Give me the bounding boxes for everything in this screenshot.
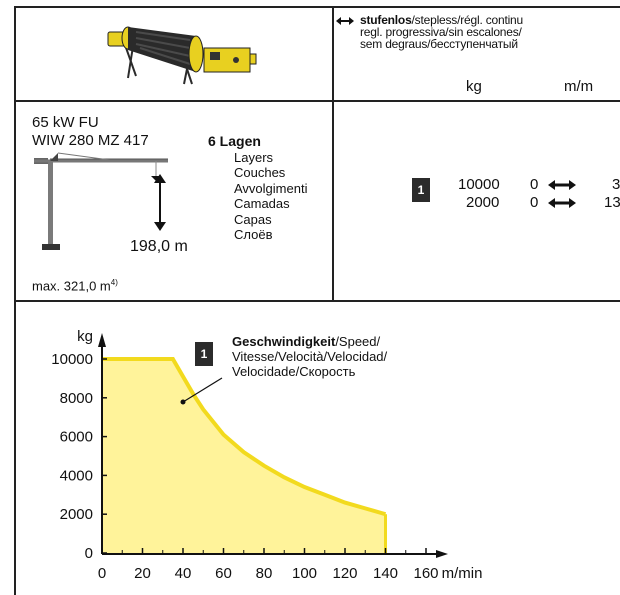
layers-item: Avvolgimenti xyxy=(234,180,308,196)
winch-illustration xyxy=(107,26,257,85)
legend-line-2: Vitesse/Velocità/Velocidad/ xyxy=(232,349,388,364)
y-tick-label: 6000 xyxy=(60,429,93,446)
x-tick-label: 80 xyxy=(256,565,273,582)
unit-speed-label: m/m xyxy=(564,78,594,95)
speed-row-2-from: 0 xyxy=(530,194,539,211)
motor-power: 65 kW FU xyxy=(32,114,99,131)
legend-gear-badge: 1 xyxy=(195,342,213,366)
speed-row-1-load: 10000 xyxy=(458,176,500,193)
y-tick-label: 0 xyxy=(85,545,93,562)
left-border xyxy=(14,6,16,595)
y-axis-arrow xyxy=(98,333,106,347)
gear-badge: 1 xyxy=(412,178,430,202)
header-stepless-bold: stufenlos xyxy=(360,13,412,27)
layers-item: Couches xyxy=(234,165,286,180)
crane-icon xyxy=(34,152,168,250)
layers-title: 6 Lagen xyxy=(208,133,261,149)
x-tick-label: 160 xyxy=(413,565,438,582)
area-line xyxy=(102,357,387,517)
double-arrow-icon xyxy=(548,198,576,208)
legend-line-3: Velocidade/Скорость xyxy=(232,364,356,379)
y-tick-label: 10000 xyxy=(51,351,93,368)
x-tick-label: 100 xyxy=(292,565,317,582)
layers-list: 6 Lagen Layers Couches Avvolgimenti Cama… xyxy=(208,133,308,243)
legend-pointer xyxy=(182,377,223,403)
legend-speed-bold: Geschwindigkeit xyxy=(232,334,336,349)
motor-info: 65 kW FU WIW 280 MZ 417 xyxy=(32,114,149,150)
layers-item: Layers xyxy=(234,149,274,165)
header-line-2: regl. progressiva/sin escalones/ xyxy=(360,25,522,39)
x-tick-label: 120 xyxy=(332,565,357,582)
chart-legend: Geschwindigkeit/Speed/ Vitesse/Velocità/… xyxy=(232,334,387,379)
y-tick-label: 4000 xyxy=(60,467,93,484)
legend-pointer-dot xyxy=(180,399,186,405)
x-tick-label: 20 xyxy=(134,565,151,582)
layers-item: Capas xyxy=(234,211,272,227)
speed-row-1-from: 0 xyxy=(530,176,539,193)
speed-row-2-to: 13 xyxy=(604,194,620,211)
area-fill xyxy=(102,359,386,553)
unit-load-label: kg xyxy=(466,78,482,95)
double-arrow-icon xyxy=(548,180,576,190)
row-divider-1 xyxy=(14,100,620,102)
y-axis-label: kg xyxy=(77,328,93,345)
max-height: max. 321,0 m4) xyxy=(32,278,118,293)
max-height-footnote: 4) xyxy=(110,278,118,287)
top-border xyxy=(14,6,620,8)
header-stepless-rest: /stepless/régl. continu xyxy=(411,13,524,27)
x-axis-arrow xyxy=(436,550,448,558)
motor-model: WIW 280 MZ 417 xyxy=(32,132,149,149)
x-tick-label: 0 xyxy=(98,565,106,582)
hoist-height: 198,0 m xyxy=(130,238,188,255)
double-arrow-icon xyxy=(336,16,354,25)
x-tick-label: 140 xyxy=(373,565,398,582)
row-divider-2 xyxy=(14,300,620,302)
max-height-text: max. 321,0 m xyxy=(32,278,111,294)
header-line-3: sem degraus/бесступенчатый xyxy=(360,37,518,51)
column-divider xyxy=(332,6,334,302)
x-tick-label: 60 xyxy=(215,565,232,582)
speed-mode-header: stufenlos/stepless/régl. continu regl. p… xyxy=(336,14,620,50)
layers-item: Camadas xyxy=(234,196,290,211)
speed-row-1-to: 3 xyxy=(612,176,620,193)
load-speed-chart: 0 20 40 60 80 100 120 140 160 m/min 0 2000 4000 6000 8… xyxy=(51,328,483,582)
speed-row-2-load: 2000 xyxy=(466,194,500,211)
x-axis-label: m/min xyxy=(442,565,483,582)
legend-speed-rest: /Speed/ xyxy=(335,334,381,349)
y-tick-label: 2000 xyxy=(60,506,93,523)
y-tick-label: 8000 xyxy=(60,390,93,407)
layers-item: Слоёв xyxy=(234,227,273,242)
x-tick-label: 40 xyxy=(175,565,192,582)
